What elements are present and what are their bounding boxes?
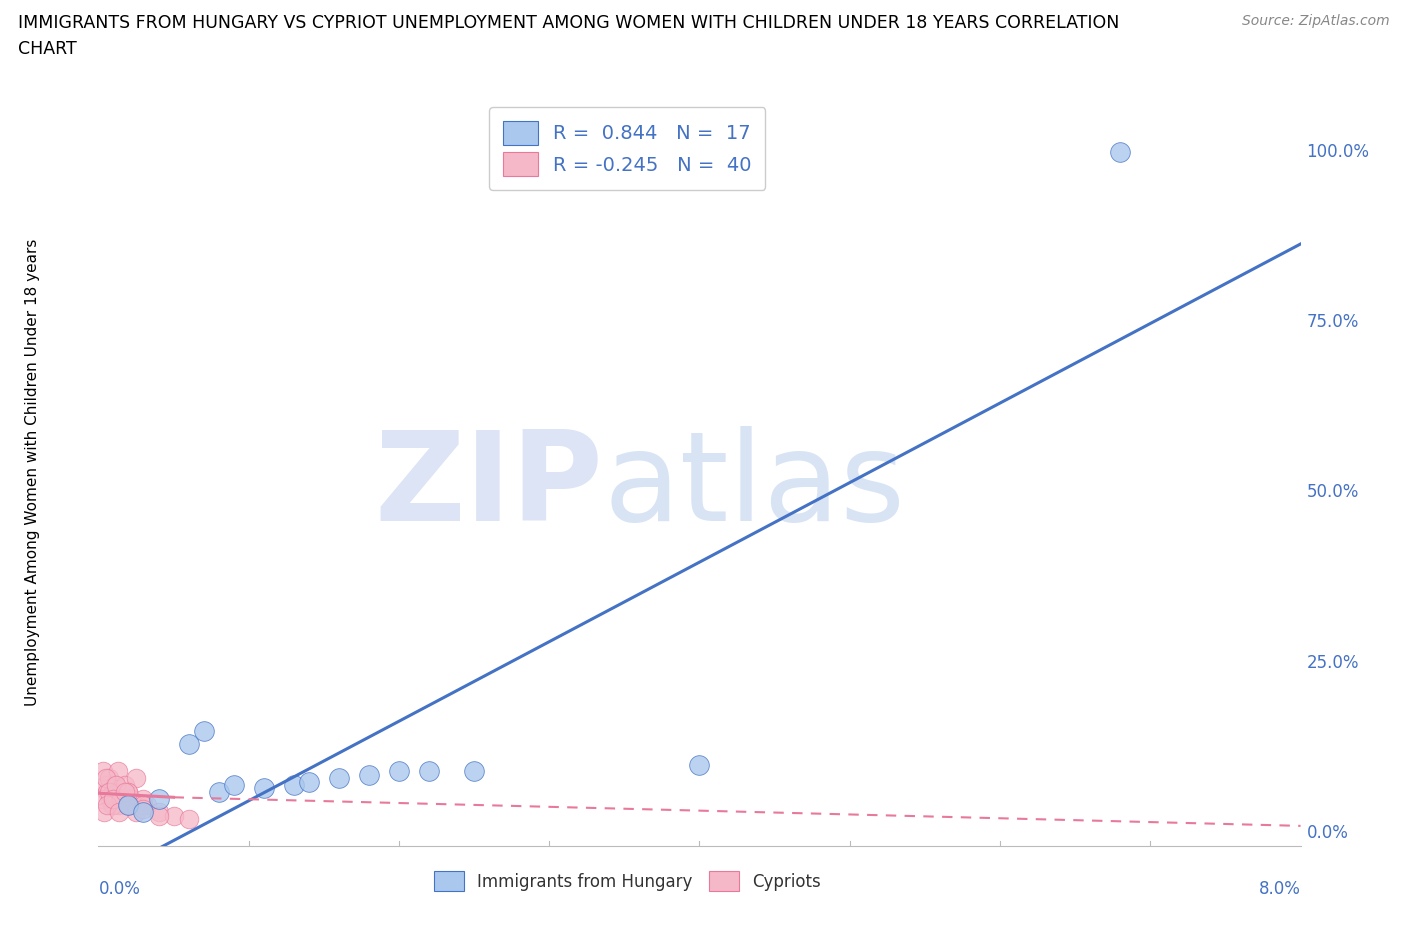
Point — [91, 764, 114, 779]
Text: CHART: CHART — [18, 40, 77, 58]
Point — [104, 777, 127, 792]
Point — [162, 808, 184, 823]
Text: 100.0%: 100.0% — [1306, 143, 1369, 161]
Point — [463, 764, 485, 779]
Text: atlas: atlas — [603, 427, 905, 548]
Point — [117, 784, 139, 799]
Point — [125, 771, 148, 786]
Point — [91, 791, 114, 806]
Text: Unemployment Among Women with Children Under 18 years: Unemployment Among Women with Children U… — [25, 238, 39, 706]
Text: 50.0%: 50.0% — [1306, 484, 1360, 501]
Point — [105, 791, 128, 806]
Point — [96, 784, 118, 799]
Point — [108, 798, 131, 813]
Point — [97, 784, 120, 799]
Text: 0.0%: 0.0% — [98, 880, 141, 898]
Point — [100, 791, 122, 806]
Point — [418, 764, 440, 779]
Point — [114, 777, 136, 792]
Point — [193, 724, 215, 738]
Point — [283, 777, 305, 792]
Point — [111, 791, 134, 806]
Point — [135, 798, 157, 813]
Point — [117, 798, 139, 813]
Point — [110, 784, 132, 799]
Point — [222, 777, 245, 792]
Point — [94, 771, 117, 786]
Point — [208, 784, 231, 799]
Point — [148, 808, 170, 823]
Point — [298, 774, 321, 789]
Point — [97, 771, 120, 786]
Point — [253, 781, 276, 796]
Point — [114, 784, 136, 799]
Text: 8.0%: 8.0% — [1258, 880, 1301, 898]
Point — [148, 791, 170, 806]
Point — [107, 764, 129, 779]
Point — [96, 798, 118, 813]
Point — [105, 777, 128, 792]
Text: Source: ZipAtlas.com: Source: ZipAtlas.com — [1241, 14, 1389, 28]
Point — [148, 804, 170, 819]
Point — [688, 757, 710, 772]
Point — [103, 791, 125, 806]
Point — [117, 784, 139, 799]
Point — [132, 804, 155, 819]
Point — [121, 791, 143, 806]
Point — [177, 812, 200, 827]
Point — [101, 798, 124, 813]
Point — [110, 791, 132, 806]
Text: 25.0%: 25.0% — [1306, 654, 1360, 671]
Point — [103, 784, 125, 799]
Point — [132, 791, 155, 806]
Legend: Immigrants from Hungary, Cypriots: Immigrants from Hungary, Cypriots — [427, 864, 828, 897]
Point — [1109, 145, 1132, 160]
Point — [117, 798, 139, 813]
Point — [118, 798, 141, 813]
Point — [132, 802, 155, 817]
Point — [132, 798, 155, 813]
Point — [328, 771, 350, 786]
Point — [108, 804, 131, 819]
Point — [93, 804, 115, 819]
Point — [94, 777, 117, 792]
Text: 0.0%: 0.0% — [1306, 824, 1348, 842]
Text: 75.0%: 75.0% — [1306, 313, 1360, 331]
Text: ZIP: ZIP — [374, 427, 603, 548]
Point — [357, 767, 380, 782]
Point — [103, 798, 125, 813]
Point — [125, 804, 148, 819]
Point — [388, 764, 411, 779]
Point — [177, 737, 200, 751]
Text: IMMIGRANTS FROM HUNGARY VS CYPRIOT UNEMPLOYMENT AMONG WOMEN WITH CHILDREN UNDER : IMMIGRANTS FROM HUNGARY VS CYPRIOT UNEMP… — [18, 14, 1119, 32]
